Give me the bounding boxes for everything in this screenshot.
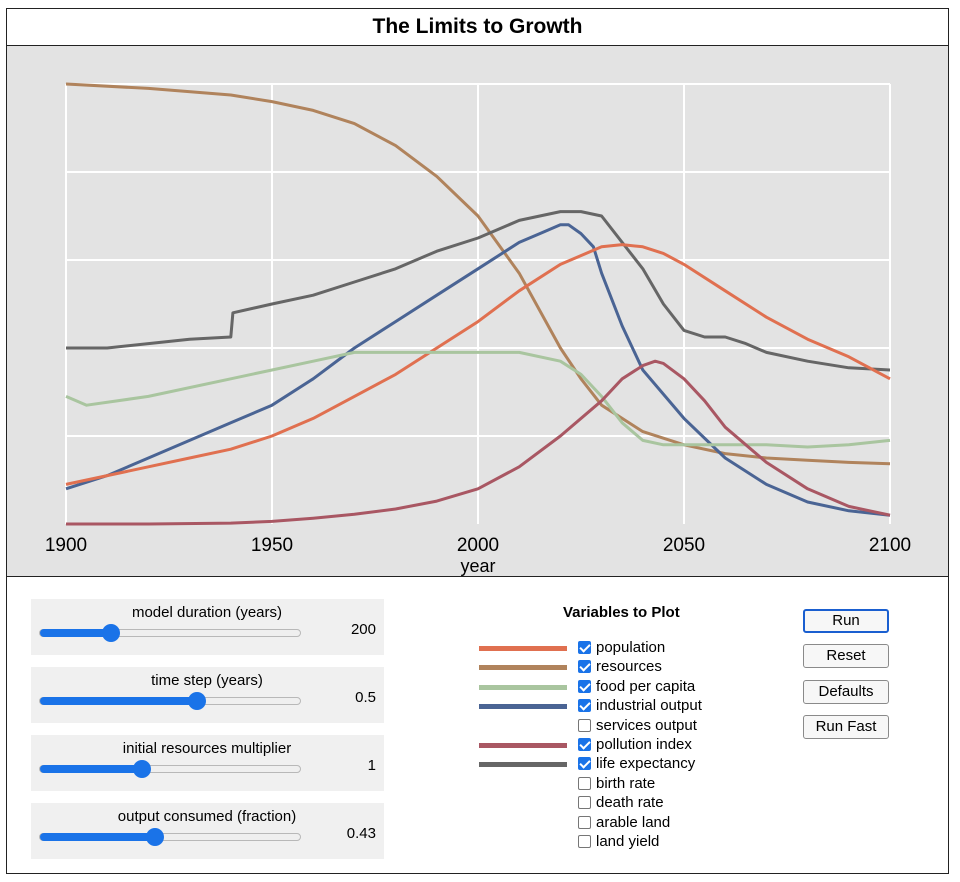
variable-label: population [596, 639, 666, 656]
x-tick-label: 1900 [45, 535, 87, 556]
series-line-industrial-output [65, 223, 891, 517]
x-tick-label: 2050 [663, 535, 705, 556]
slider-thumb[interactable] [146, 828, 165, 846]
series-swatch [479, 762, 567, 768]
series-line-life-expectancy [66, 210, 891, 372]
output-consumed-slider[interactable] [39, 828, 301, 846]
time-step-slider[interactable] [39, 692, 301, 710]
variable-checkbox[interactable] [578, 641, 591, 654]
slider-fill [40, 697, 198, 705]
variable-checkbox[interactable] [578, 776, 591, 790]
variable-label: resources [596, 658, 662, 676]
initial-resources-slider[interactable] [39, 760, 301, 778]
plot-area: 1900 1950 2000 2050 2100 year [7, 46, 948, 577]
series-swatch [479, 743, 567, 748]
variable-checkbox[interactable] [578, 796, 591, 810]
series-swatch [479, 646, 567, 651]
slider-fill [40, 833, 156, 841]
x-tick-label: 2000 [457, 535, 499, 556]
variable-label: land yield [596, 833, 660, 850]
series-swatch [479, 665, 567, 671]
variable-label: services output [596, 716, 697, 734]
variable-checkbox[interactable] [578, 660, 591, 674]
variable-row: population [7, 639, 665, 658]
slider-label: output consumed (fraction) [117, 808, 297, 825]
slider-label: initial resources multiplier [122, 740, 292, 757]
model-duration-slider[interactable] [39, 624, 301, 642]
variable-label: pollution index [596, 736, 692, 753]
variable-label: life expectancy [596, 755, 696, 773]
slider-thumb[interactable] [101, 624, 120, 642]
slider-thumb[interactable] [133, 760, 152, 778]
line-chart: 1900 1950 2000 2050 2100 year [45, 82, 911, 576]
variable-row: life expectancy [7, 755, 695, 774]
run-fast-button[interactable]: Run Fast [803, 715, 889, 739]
slider-value: 0.43 [346, 825, 376, 842]
x-axis-title: year [460, 556, 495, 576]
variable-row: food per capita [7, 678, 695, 697]
slider-value: 1 [367, 757, 376, 774]
variable-label: birth rate [596, 774, 656, 792]
app-title: The Limits to Growth [7, 9, 948, 46]
series-line-food-per-capita [65, 350, 891, 449]
variables-title: Variables to Plot [563, 604, 680, 621]
x-tick-label: 1950 [251, 535, 293, 556]
variable-checkbox[interactable] [578, 757, 591, 771]
variable-row: death rate [7, 794, 664, 813]
variable-checkbox[interactable] [578, 679, 591, 693]
variable-checkbox[interactable] [578, 835, 591, 848]
variable-checkbox[interactable] [578, 718, 591, 732]
app-window: The Limits to Growth 1900 1950 2000 2050 210… [6, 8, 949, 874]
variable-row: birth rate [7, 775, 655, 794]
slider-value: 0.5 [355, 689, 376, 706]
series-line-pollution-index [66, 359, 891, 526]
slider-value: 200 [350, 621, 376, 638]
variable-checkbox[interactable] [578, 815, 591, 829]
slider-output-consumed: output consumed (fraction) 0.43 [31, 803, 384, 859]
slider-label: time step (years) [151, 672, 263, 689]
variable-label: industrial output [596, 697, 702, 715]
variable-row: arable land [7, 814, 670, 833]
variable-row: services output [7, 717, 697, 736]
run-button[interactable]: Run [803, 609, 889, 633]
slider-initial-resources: initial resources multiplier 1 [31, 735, 384, 791]
series-swatch [479, 704, 567, 710]
variable-row: land yield [7, 833, 659, 852]
x-tick-label: 2100 [869, 535, 911, 556]
variable-checkbox[interactable] [578, 699, 591, 713]
variable-label: food per capita [596, 677, 696, 695]
slider-label: model duration (years) [131, 604, 283, 621]
variable-row: industrial output [7, 697, 702, 716]
series-swatch [479, 684, 567, 690]
variable-label: arable land [596, 813, 671, 831]
variable-label: death rate [596, 794, 664, 812]
slider-fill [40, 765, 143, 773]
controls-panel: model duration (years) 200 time step (ye… [7, 577, 948, 874]
slider-thumb[interactable] [188, 692, 207, 710]
reset-button[interactable]: Reset [803, 644, 889, 668]
variable-row: resources [7, 658, 662, 677]
slider-fill [40, 629, 111, 637]
defaults-button[interactable]: Defaults [803, 680, 889, 704]
variable-checkbox[interactable] [578, 738, 591, 751]
slider-time-step: time step (years) 0.5 [31, 667, 384, 723]
slider-model-duration: model duration (years) 200 [31, 599, 384, 655]
variable-row: pollution index [7, 736, 692, 755]
series-line-population [65, 243, 891, 486]
